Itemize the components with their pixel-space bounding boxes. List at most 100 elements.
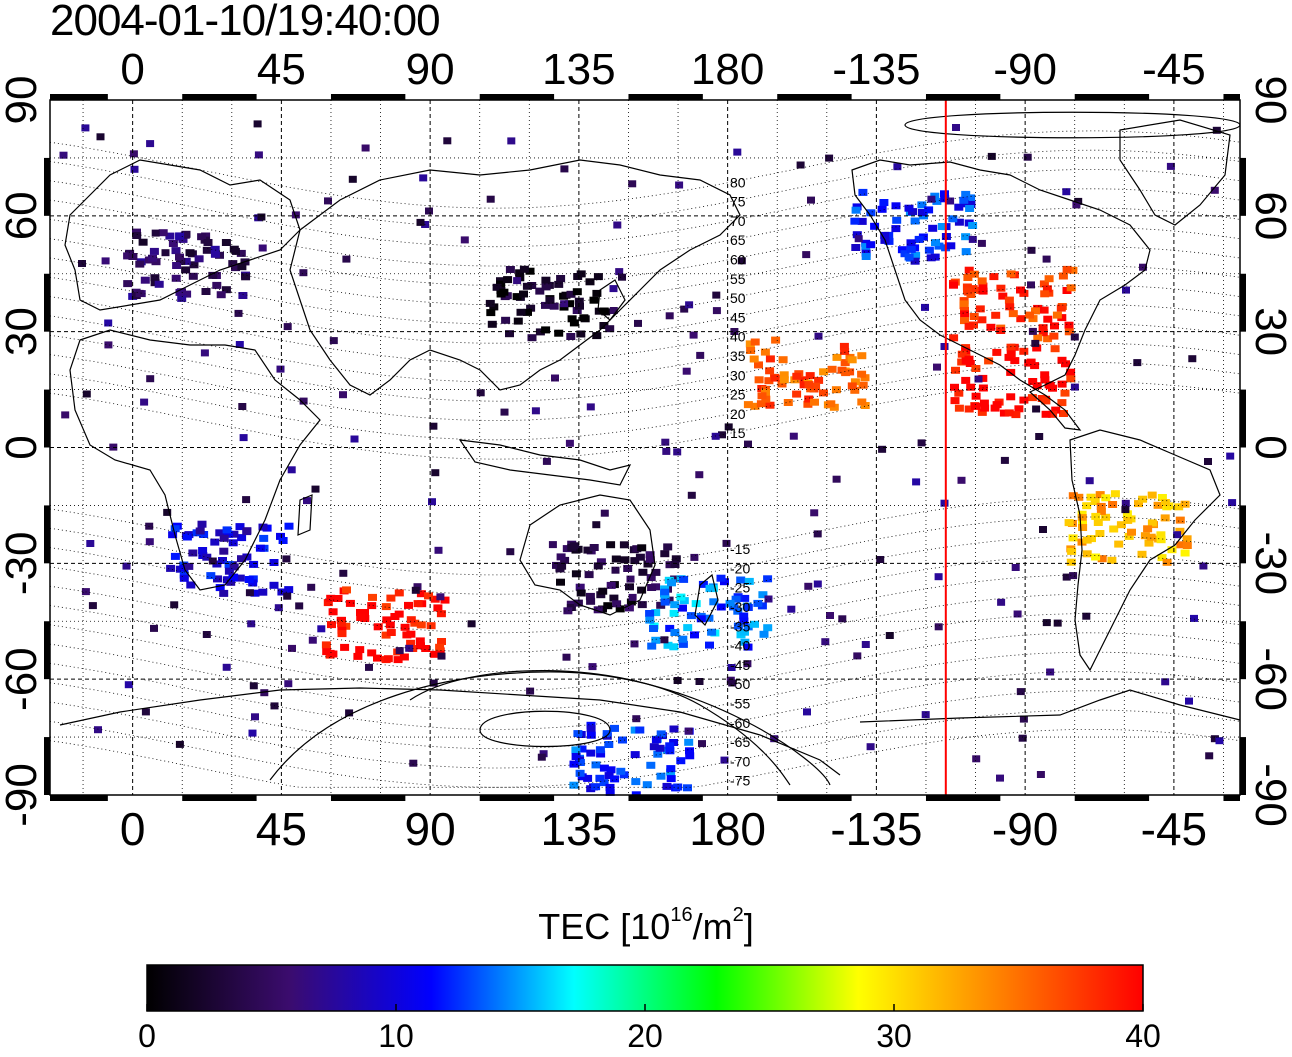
tec-cell <box>678 640 688 648</box>
maglat-label: 15 <box>730 425 746 441</box>
tec-cell <box>630 557 640 565</box>
tec-cell <box>724 423 733 431</box>
tec-cell <box>1062 188 1071 196</box>
tec-cell <box>670 575 680 583</box>
left-tick-bar <box>44 273 50 332</box>
tec-cell <box>799 381 809 389</box>
tec-cell <box>618 273 626 281</box>
tec-cell <box>854 235 863 243</box>
tec-cell <box>200 349 209 357</box>
tec-cell <box>435 643 445 651</box>
tec-cell <box>269 581 279 589</box>
tec-cell <box>891 225 901 233</box>
tec-cell <box>1064 519 1074 527</box>
tec-cell <box>195 527 205 535</box>
tec-cell <box>101 257 110 265</box>
tec-cell <box>746 347 756 354</box>
tec-cell <box>235 523 245 531</box>
tec-cell <box>996 774 1004 782</box>
tec-cell <box>753 599 763 607</box>
tec-cell <box>435 647 445 655</box>
tec-cell <box>998 292 1008 300</box>
tec-cell <box>182 533 192 541</box>
tec-cell <box>560 165 569 173</box>
tec-cell <box>549 302 559 310</box>
tec-cell <box>961 248 971 256</box>
tec-cell <box>728 679 737 687</box>
tec-cell <box>946 197 955 205</box>
tec-cell <box>950 383 959 391</box>
tec-cell <box>1036 771 1045 778</box>
tec-cell <box>592 289 602 297</box>
tec-cell <box>339 391 347 399</box>
maglat-label: -75 <box>730 773 750 789</box>
tec-cell <box>404 601 413 609</box>
tec-cell <box>660 550 670 558</box>
tec-cell <box>1050 345 1060 353</box>
tec-cell <box>810 398 819 406</box>
tec-cell <box>1049 332 1059 340</box>
tec-cell <box>1090 498 1100 505</box>
tec-cell <box>1048 410 1058 418</box>
tec-cell <box>972 755 981 763</box>
tec-cell <box>690 553 699 561</box>
tec-cell <box>917 201 927 209</box>
tec-cell <box>975 305 985 313</box>
tec-cell <box>879 199 889 206</box>
tec-cell <box>165 232 175 240</box>
tec-cell <box>850 217 860 225</box>
tec-cell <box>730 328 739 335</box>
tec-cell <box>226 578 236 586</box>
left-lat-label: 30 <box>0 307 46 356</box>
tec-cell <box>562 653 571 661</box>
tec-cell <box>612 600 622 608</box>
tec-cell <box>934 573 943 581</box>
tec-cell <box>104 319 113 327</box>
tec-cell <box>257 213 266 221</box>
tec-cell <box>615 605 625 613</box>
tec-cell <box>1140 532 1150 540</box>
tec-cell <box>1000 456 1009 464</box>
tec-cell <box>733 607 743 615</box>
tec-cell <box>754 376 764 384</box>
tec-cell <box>307 583 316 591</box>
maglat-label: -60 <box>730 715 750 731</box>
tec-cell <box>940 499 949 507</box>
tec-cell <box>249 560 259 568</box>
tec-cell <box>170 525 180 533</box>
tec-cell <box>436 593 445 601</box>
tec-cell <box>416 218 425 226</box>
tec-cell <box>373 623 383 631</box>
tec-cell <box>649 743 659 751</box>
maglat-label: -35 <box>730 618 750 634</box>
tec-cell <box>912 478 921 486</box>
tec-cell <box>891 202 901 210</box>
tec-cell <box>328 608 338 616</box>
tec-cell <box>321 641 331 649</box>
bottom-lon-label: -90 <box>992 803 1058 855</box>
tec-cell <box>685 752 695 760</box>
tec-cell <box>132 232 142 239</box>
tec-cell <box>831 386 841 394</box>
tec-cell <box>583 774 593 782</box>
tec-cell <box>486 195 495 203</box>
tec-cell <box>609 285 618 293</box>
tec-cell <box>188 549 198 557</box>
tec-cell <box>1190 614 1198 622</box>
tec-cell <box>928 224 938 232</box>
tec-cell <box>345 599 355 607</box>
coast-greenland <box>1119 119 1231 226</box>
tec-cell <box>1085 477 1094 485</box>
tec-cell <box>821 638 830 646</box>
tec-cell <box>575 302 584 310</box>
colorbar-tick-label: 0 <box>138 1018 156 1054</box>
tec-cell <box>486 309 496 317</box>
tec-cell <box>394 589 404 597</box>
tec-cell <box>1026 358 1036 366</box>
tec-cell <box>175 253 184 261</box>
bottom-lon-label: 180 <box>689 803 766 855</box>
tec-cell <box>811 382 821 390</box>
tec-cell <box>1004 409 1014 417</box>
tec-cell <box>569 319 579 327</box>
tec-cell <box>1006 270 1016 278</box>
